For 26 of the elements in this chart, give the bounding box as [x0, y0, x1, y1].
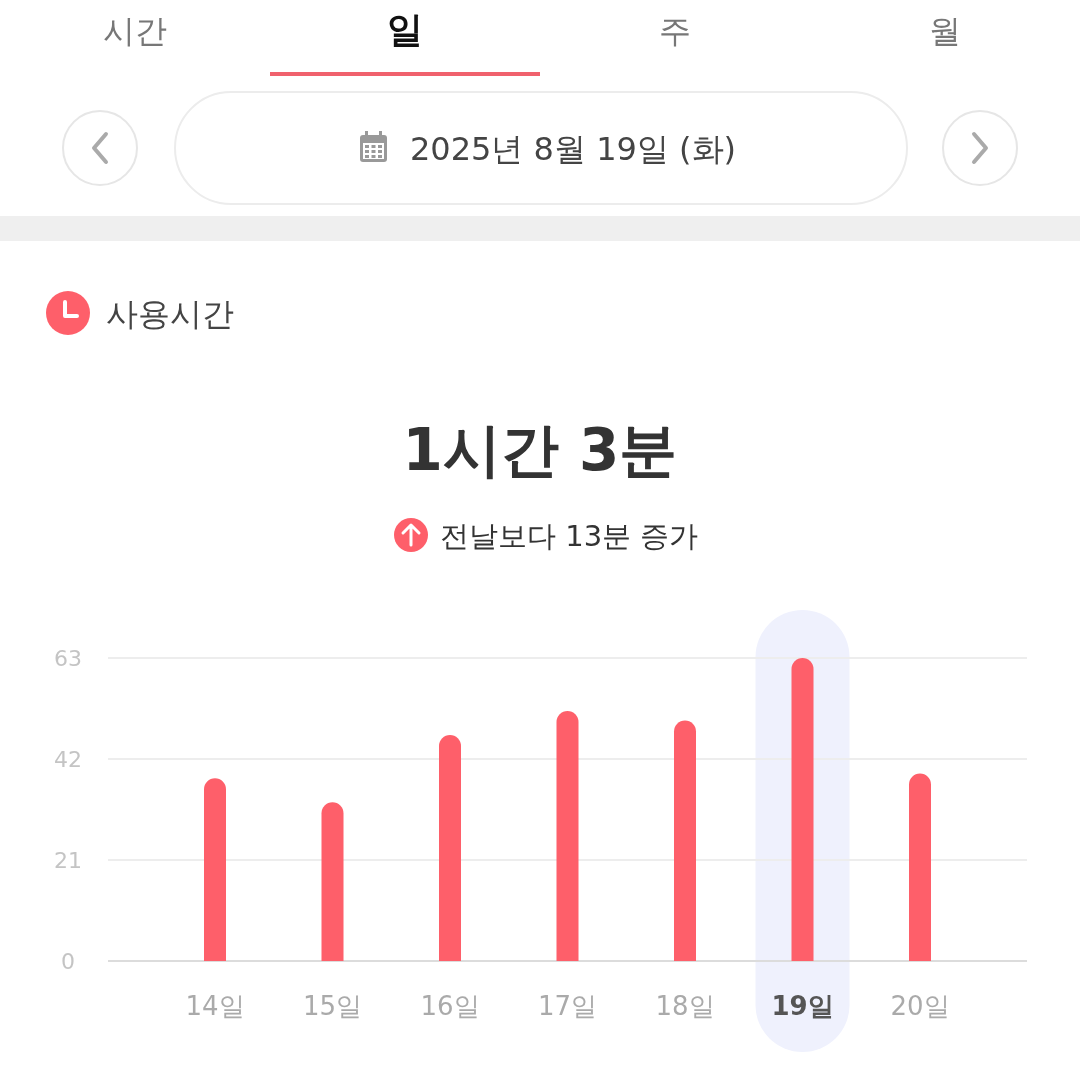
bar: [791, 658, 814, 961]
text: 월: [929, 12, 961, 50]
x-tick-label: 15일: [302, 991, 363, 1021]
bar: [204, 778, 226, 961]
x-tick-label: 20일: [890, 991, 950, 1021]
bar: [674, 720, 696, 961]
y-tick-label: 21: [54, 847, 82, 873]
chart-subtitle: 1시간 3분: [402, 416, 678, 484]
bar: [909, 773, 931, 961]
y-tick-label: 42: [54, 746, 82, 772]
bar: [556, 710, 579, 961]
bar: [321, 802, 344, 961]
x-tick-label: 18일: [655, 991, 715, 1021]
x-tick-label: 19일: [771, 991, 834, 1021]
text: 전날보다 13분 증가: [440, 519, 699, 553]
text: 2025년 8월 19일 (화): [410, 130, 736, 168]
text: 일: [387, 9, 423, 50]
bar: [439, 734, 461, 961]
x-tick-label: 16일: [420, 991, 480, 1021]
text: 시간: [103, 12, 167, 50]
chart-title: 사용시간: [106, 295, 234, 333]
text: 주: [659, 12, 691, 50]
x-tick-label: 14일: [185, 991, 245, 1021]
x-tick-label: 17일: [537, 991, 598, 1021]
y-tick-label: 63: [54, 645, 82, 671]
y-tick-label: 0: [61, 948, 75, 974]
